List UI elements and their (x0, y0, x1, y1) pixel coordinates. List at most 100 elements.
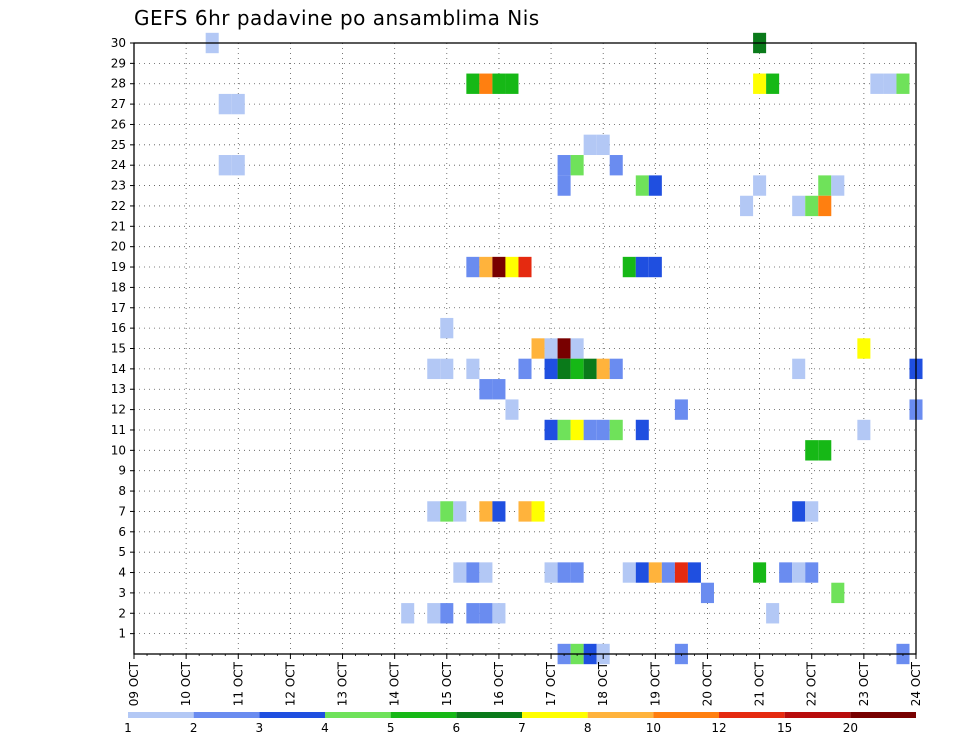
heatmap-cell (479, 603, 493, 624)
x-tick-label: 11 OCT (231, 661, 245, 706)
heatmap-cell (753, 73, 767, 94)
y-tick-label: 15 (111, 342, 126, 356)
heatmap-cell (492, 256, 506, 278)
heatmap-cell (583, 419, 597, 441)
heatmap-cell (570, 562, 584, 583)
heatmap-cell (557, 338, 571, 359)
heatmap-cell (687, 562, 701, 583)
heatmap-cell (596, 419, 610, 441)
heatmap-cell (453, 562, 467, 583)
y-tick-label: 13 (111, 382, 126, 396)
heatmap-cell (818, 175, 832, 196)
y-tick-label: 27 (111, 97, 126, 111)
y-tick-label: 2 (118, 606, 126, 620)
heatmap-cell (609, 419, 623, 441)
heatmap-cell (479, 562, 493, 583)
heatmap-cell (401, 603, 415, 624)
heatmap-cell (544, 562, 558, 583)
colorbar-segment (522, 712, 588, 718)
y-tick-label: 14 (111, 362, 126, 376)
heatmap-cell (557, 419, 571, 441)
y-tick-label: 20 (111, 240, 126, 254)
colorbar-label: 3 (256, 721, 264, 735)
heatmap-cell (583, 134, 597, 156)
heatmap-cell (544, 358, 558, 380)
heatmap-cell (792, 195, 806, 217)
y-tick-label: 26 (111, 117, 126, 131)
y-tick-label: 16 (111, 321, 126, 335)
x-tick-label: 23 OCT (857, 661, 871, 706)
heatmap-cell (596, 134, 610, 156)
y-tick-label: 18 (111, 280, 126, 294)
heatmap-cell (466, 603, 480, 624)
y-tick-label: 24 (111, 158, 126, 172)
colorbar-segment (719, 712, 785, 718)
x-tick-label: 19 OCT (648, 661, 662, 706)
heatmap-cell (635, 175, 649, 196)
heatmap-cell (557, 358, 571, 380)
heatmap-cell (505, 73, 519, 94)
heatmap-cell (857, 338, 871, 359)
colorbar-label: 12 (711, 721, 726, 735)
heatmap-cell (427, 501, 441, 522)
y-tick-label: 5 (118, 545, 126, 559)
heatmap-cell (466, 73, 480, 94)
heatmap-cell (896, 73, 910, 94)
heatmap-cell (531, 338, 545, 359)
heatmap-cell (479, 73, 493, 94)
heatmap-cell (570, 358, 584, 380)
heatmap-cell (557, 175, 571, 196)
heatmap-cell (427, 603, 441, 624)
y-tick-label: 30 (111, 36, 126, 50)
y-tick-label: 21 (111, 219, 126, 233)
colorbar-label: 6 (453, 721, 461, 735)
colorbar-segment (390, 712, 457, 718)
colorbar-label: 4 (321, 721, 329, 735)
heatmap-cell (440, 317, 454, 339)
x-tick-label: 20 OCT (700, 661, 714, 706)
heatmap-cell (648, 256, 662, 278)
colorbar-label: 1 (124, 721, 132, 735)
x-tick-label: 10 OCT (179, 661, 193, 706)
heatmap-cell (805, 501, 819, 522)
heatmap-cell (740, 195, 754, 217)
heatmap-cell (570, 419, 584, 441)
heatmap-cell (870, 73, 884, 94)
heatmap-cell (544, 338, 558, 359)
heatmap-cell (570, 338, 584, 359)
heatmap-cell (570, 155, 584, 176)
heatmap-cell (805, 562, 819, 583)
heatmap-cell (805, 195, 819, 217)
x-tick-label: 22 OCT (805, 661, 819, 706)
heatmap-cell (231, 155, 245, 176)
y-tick-label: 4 (118, 566, 126, 580)
heatmap-cell (635, 419, 649, 441)
heatmap-cell (453, 501, 467, 522)
x-tick-label: 09 OCT (127, 661, 141, 706)
x-tick-label: 16 OCT (492, 661, 506, 706)
y-tick-label: 28 (111, 77, 126, 91)
heatmap-cell (753, 175, 767, 196)
heatmap-cell (792, 501, 806, 522)
heatmap-cell (479, 501, 493, 522)
heatmap-cell (440, 358, 454, 380)
colorbar-segment (850, 712, 916, 718)
heatmap-cell (766, 73, 780, 94)
heatmap-cell (648, 175, 662, 196)
heatmap-cell (831, 582, 845, 604)
y-tick-label: 17 (111, 301, 126, 315)
y-tick-label: 12 (111, 403, 126, 417)
colorbar-segment (784, 712, 851, 718)
heatmap-cell (427, 358, 441, 380)
heatmap-cell (857, 419, 871, 441)
x-tick-label: 15 OCT (440, 661, 454, 706)
x-tick-label: 12 OCT (283, 661, 297, 706)
heatmap-cell (831, 175, 845, 196)
heatmap-cell (818, 195, 832, 217)
colorbar-segment (325, 712, 391, 718)
heatmap-cell (466, 562, 480, 583)
heatmap-cell (753, 562, 767, 583)
heatmap-cell (466, 256, 480, 278)
heatmap-cell (883, 73, 897, 94)
